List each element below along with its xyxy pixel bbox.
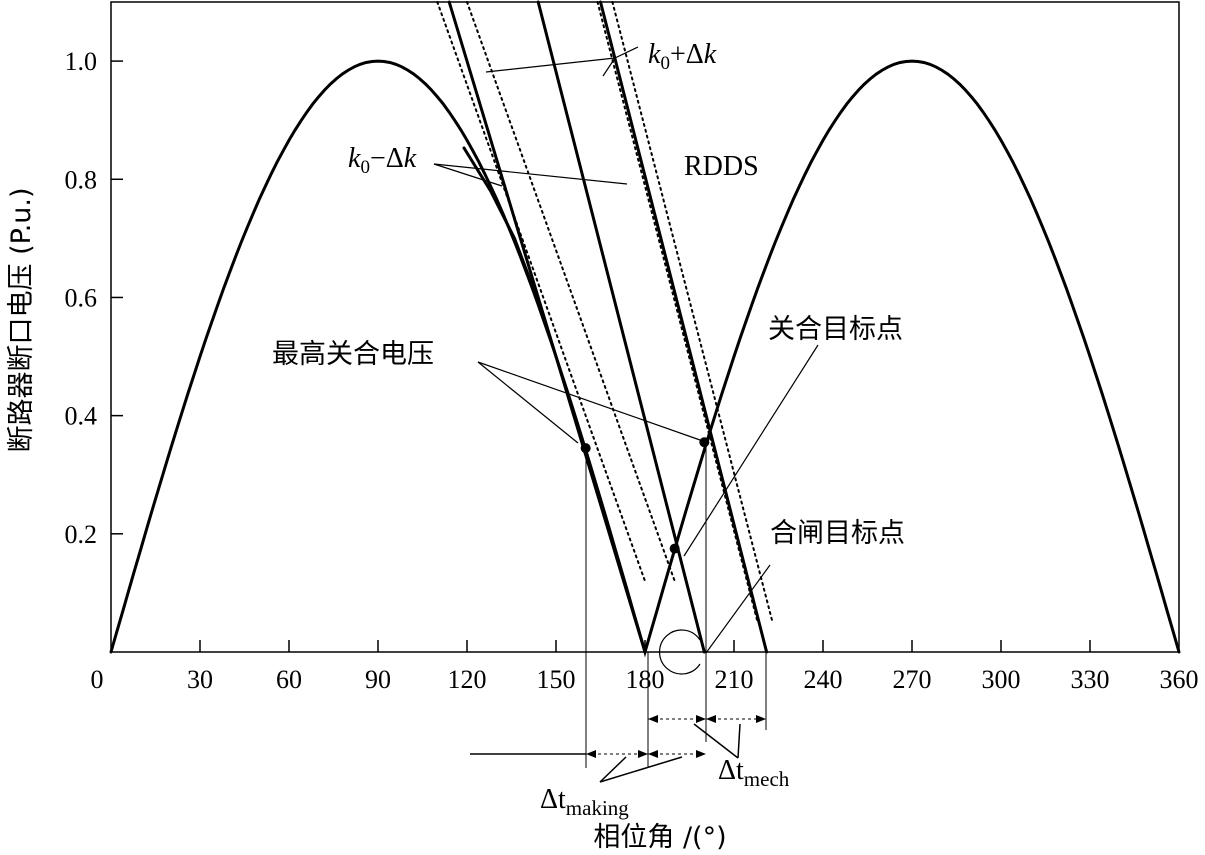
annotation-leader <box>433 163 628 185</box>
annotation-leader <box>433 163 503 187</box>
x-axis-label: 相位角 /(°) <box>593 822 726 853</box>
switch-target-label: 合闸目标点 <box>770 518 905 549</box>
x-tick-label: 240 <box>804 665 843 694</box>
x-tick-label: 330 <box>1071 665 1110 694</box>
zero-point-circle <box>659 629 701 675</box>
series-line-rdds_dotted-8 <box>611 1 774 624</box>
x-tick-label: 300 <box>982 665 1021 694</box>
max-voltage-label: 最高关合电压 <box>272 339 434 370</box>
time-dimension-arrows <box>470 443 767 783</box>
dimension-leader <box>737 723 741 759</box>
y-tick-label: 0.4 <box>65 402 98 431</box>
x-tick-label: 0 <box>91 665 104 694</box>
x-tick-label: 270 <box>893 665 932 694</box>
x-tick-label: 120 <box>448 665 487 694</box>
x-tick-label: 90 <box>365 665 391 694</box>
y-tick-label: 1.0 <box>65 47 98 76</box>
dt-making-label: Δtmaking <box>540 784 629 820</box>
dt-mech-arrow-head-left <box>648 715 658 723</box>
series-line-rdds_dotted-6 <box>466 1 676 583</box>
plot-frame <box>110 1 1180 653</box>
annotation-leader <box>614 46 639 59</box>
dt-mech-label: Δtmech <box>718 755 790 791</box>
annotation-leader <box>477 361 579 444</box>
k-minus-label: k0−Δk <box>348 143 417 178</box>
y-axis-label: 断路器断口电压 (P.u.) <box>6 187 37 452</box>
dt-making-arrow-head-left <box>586 750 596 758</box>
annotation-leader <box>477 361 701 441</box>
dimension-leader <box>599 756 627 783</box>
dt-mech-arrow-head-right <box>696 715 706 723</box>
dimension-leader <box>693 723 739 759</box>
series-line-rdds_solid-2 <box>447 0 647 654</box>
annotation-leader <box>485 57 616 73</box>
series-line-rdds_solid-4 <box>599 0 769 654</box>
data-point <box>669 543 680 554</box>
series-line-rdds_dotted-7 <box>596 1 759 624</box>
dt-making-arrow2-head-left <box>648 750 658 758</box>
annotation-leader <box>705 564 771 654</box>
x-tick-label: 210 <box>715 665 754 694</box>
y-tick-label: 0.8 <box>65 165 98 194</box>
x-tick-label: 60 <box>276 665 302 694</box>
series-line-rdds_solid-3 <box>536 0 706 654</box>
dt-making-arrow-head-right <box>638 750 648 758</box>
x-tick-label: 150 <box>537 665 576 694</box>
annotation-leader <box>602 57 616 77</box>
y-tick-label: 0.2 <box>65 520 98 549</box>
series-line-rdds_dotted-5 <box>436 1 646 583</box>
x-tick-label: 180 <box>626 665 665 694</box>
data-point <box>699 437 710 448</box>
y-tick-label: 0.6 <box>65 283 98 312</box>
dt-mech-arrow2-head-right <box>756 715 766 723</box>
axis-ticks: 0 30 60 90 120 150 180 210 240 270 300 330 360 0.2 0.4… <box>65 47 1199 694</box>
x-tick-label: 360 <box>1160 665 1199 694</box>
rdds-label: RDDS <box>684 151 759 182</box>
x-tick-label: 30 <box>187 665 213 694</box>
series-line-rdds_left_tail-1 <box>462 146 543 311</box>
dt-making-arrow2-head-right <box>696 750 706 758</box>
dimension-leader <box>599 756 683 783</box>
dt-mech-arrow2-head-left <box>706 715 716 723</box>
data-points <box>580 437 710 554</box>
k-plus-label: k0+Δk <box>648 39 717 74</box>
close-target-label: 关合目标点 <box>768 314 903 345</box>
series-lines <box>109 0 1181 658</box>
